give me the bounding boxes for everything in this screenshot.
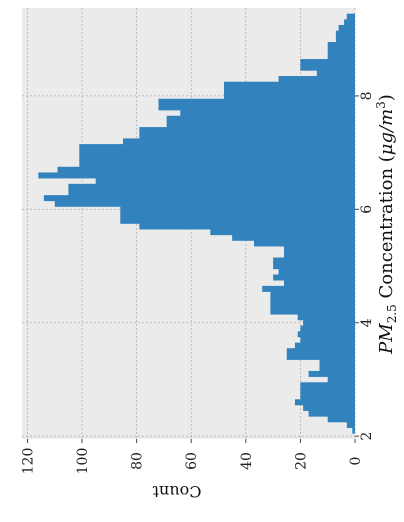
histogram-bar bbox=[297, 331, 355, 338]
histogram-bar bbox=[303, 319, 355, 326]
histogram-bar bbox=[327, 53, 355, 60]
histogram-bar bbox=[139, 127, 355, 134]
x-axis-label: PM2.5 Concentration (μg/m3) bbox=[374, 94, 399, 355]
histogram-bar bbox=[300, 325, 355, 332]
x-tick-label: 2 bbox=[359, 432, 375, 441]
histogram-bar bbox=[120, 217, 355, 224]
histogram-bar bbox=[180, 110, 355, 117]
histogram-bar bbox=[68, 183, 355, 190]
histogram-bar bbox=[308, 370, 355, 377]
histogram-bar bbox=[316, 70, 355, 77]
histogram-bar bbox=[232, 234, 355, 241]
histogram-bar bbox=[278, 268, 355, 275]
histogram-bar bbox=[166, 115, 355, 122]
x-tick-label: 4 bbox=[359, 318, 375, 327]
histogram-bar bbox=[327, 416, 355, 423]
histogram-bar bbox=[346, 13, 355, 20]
histogram-bar bbox=[158, 104, 355, 111]
histogram-bar bbox=[294, 399, 355, 406]
histogram-bar bbox=[286, 348, 355, 355]
histogram-bar bbox=[284, 246, 355, 253]
histogram-bar bbox=[300, 59, 355, 66]
y-tick-label: 20 bbox=[293, 452, 309, 470]
histogram-bar bbox=[57, 166, 355, 173]
histogram-bar bbox=[210, 229, 355, 236]
histogram-bar bbox=[308, 410, 355, 417]
y-tick-label: 100 bbox=[75, 448, 91, 475]
histogram-bar bbox=[327, 376, 355, 383]
histogram-bar bbox=[327, 42, 355, 48]
histogram-bar bbox=[273, 263, 355, 270]
histogram-bar bbox=[120, 206, 355, 213]
x-tick-label: 6 bbox=[359, 205, 375, 214]
histogram-bar bbox=[297, 314, 355, 321]
histogram-bar bbox=[270, 302, 355, 309]
histogram-bar bbox=[335, 36, 355, 43]
histogram-bar bbox=[270, 291, 355, 298]
histogram-bar bbox=[352, 427, 355, 434]
histogram-bar bbox=[273, 274, 355, 281]
histogram-bar bbox=[270, 308, 355, 315]
histogram-bar bbox=[166, 121, 355, 128]
y-ticks-group: 0 20 40 60 80 100 120 bbox=[20, 439, 364, 474]
histogram-bar bbox=[284, 280, 355, 287]
histogram-bar bbox=[346, 421, 355, 428]
histogram-bar bbox=[79, 161, 355, 168]
histogram-bar bbox=[54, 200, 356, 207]
bars-group bbox=[38, 13, 356, 434]
y-tick-label: 0 bbox=[348, 457, 364, 466]
histogram-bar bbox=[300, 387, 355, 394]
histogram-bar bbox=[303, 404, 355, 411]
histogram-bar bbox=[254, 240, 355, 247]
histogram-bar bbox=[270, 297, 355, 304]
histogram-bar bbox=[223, 81, 355, 88]
histogram-bar bbox=[327, 47, 355, 54]
histogram-bar bbox=[319, 359, 355, 366]
histogram-bar bbox=[158, 98, 355, 105]
histogram-bar bbox=[300, 382, 355, 389]
histogram-bar bbox=[300, 336, 355, 343]
histogram-bar bbox=[79, 144, 355, 151]
y-axis-label: Count bbox=[152, 482, 201, 501]
y-tick-label: 120 bbox=[20, 448, 36, 475]
histogram-bar bbox=[38, 172, 356, 179]
histogram-bar bbox=[68, 189, 355, 196]
histogram-bar bbox=[273, 257, 355, 264]
y-tick-label: 40 bbox=[239, 452, 255, 470]
histogram-bar bbox=[79, 155, 355, 162]
histogram-bar bbox=[300, 393, 355, 400]
histogram-bar bbox=[223, 87, 355, 94]
histogram-bar bbox=[262, 285, 355, 292]
histogram-bar bbox=[43, 195, 356, 202]
histogram-bar bbox=[335, 30, 355, 37]
histogram-bar bbox=[300, 64, 355, 71]
y-tick-label: 60 bbox=[184, 452, 200, 470]
histogram-bar bbox=[139, 132, 355, 139]
y-tick-label: 80 bbox=[130, 452, 146, 470]
histogram-bar bbox=[338, 25, 355, 31]
x-ticks-group: 2 4 6 8 bbox=[355, 91, 375, 441]
histogram-bar bbox=[122, 138, 355, 145]
histogram-bar bbox=[95, 178, 356, 185]
histogram-bar bbox=[278, 76, 355, 83]
x-tick-label: 8 bbox=[359, 91, 375, 100]
histogram-bar bbox=[284, 251, 355, 258]
histogram-bar bbox=[139, 223, 355, 230]
histogram-bar bbox=[79, 149, 355, 156]
histogram-bar bbox=[344, 19, 355, 26]
histogram-bar bbox=[120, 212, 355, 219]
histogram-bar bbox=[319, 365, 355, 372]
histogram-bar bbox=[223, 93, 355, 100]
histogram-bar bbox=[286, 353, 355, 360]
histogram-bar bbox=[294, 342, 355, 349]
